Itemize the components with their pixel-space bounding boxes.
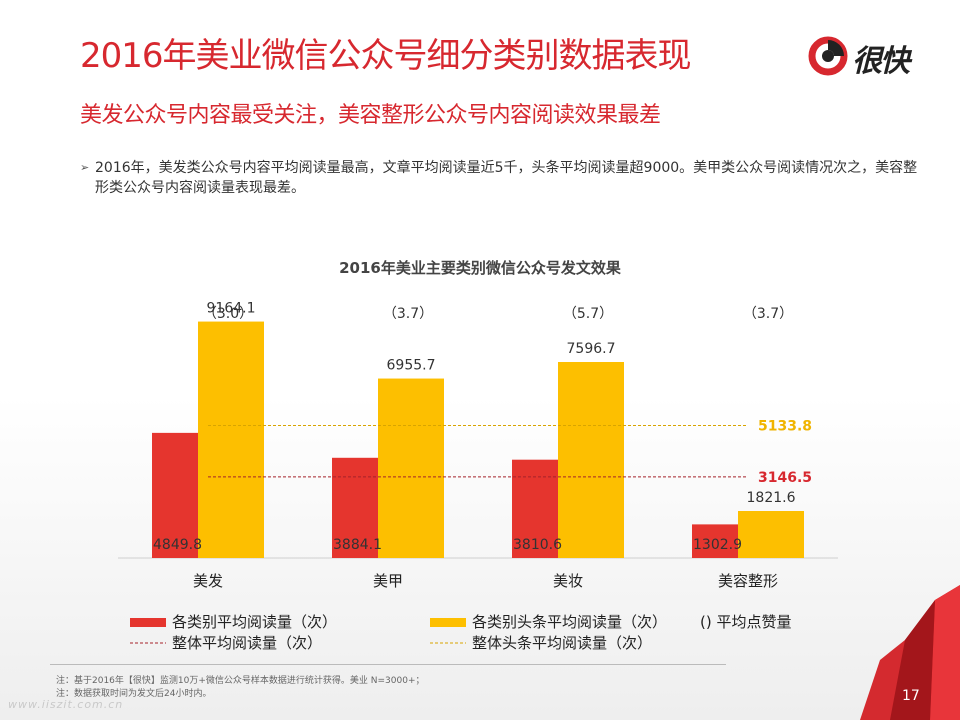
likes-label-3: （3.7） bbox=[743, 306, 793, 322]
bar-headline-3 bbox=[738, 511, 804, 558]
bar-headline-label-0: 9164.1 bbox=[207, 301, 256, 317]
watermark: www.iiszit.com.cn bbox=[8, 698, 124, 711]
logo-icon bbox=[808, 36, 848, 76]
legend-swatch-avg bbox=[130, 618, 166, 627]
bar-avg-3 bbox=[692, 524, 738, 558]
legend-label-overall-headline: 整体头条平均阅读量（次） bbox=[472, 634, 652, 652]
page-subtitle: 美发公众号内容最受关注，美容整形公众号内容阅读效果最差 bbox=[80, 103, 661, 128]
reference-label-1: 5133.8 bbox=[758, 419, 812, 435]
bar-headline-label-2: 7596.7 bbox=[567, 341, 616, 357]
footnote-1: 注：基于2016年【很快】监测10万+微信公众号样本数据进行统计获得。美业 N=… bbox=[56, 676, 425, 686]
chart-title: 2016年美业主要类别微信公众号发文效果 bbox=[339, 259, 622, 277]
footnote-2: 注：数据获取时间为发文后24小时内。 bbox=[56, 689, 212, 699]
legend-label-avg: 各类别平均阅读量（次） bbox=[172, 613, 337, 631]
category-label-2: 美妆 bbox=[553, 572, 583, 590]
bar-avg-label-2: 3810.6 bbox=[513, 537, 562, 553]
legend-swatch-headline bbox=[430, 618, 466, 627]
bar-avg-label-1: 3884.1 bbox=[333, 537, 382, 553]
logo-text: 很快 bbox=[852, 44, 910, 79]
page-number: 17 bbox=[902, 688, 920, 704]
bar-avg-label-3: 1302.9 bbox=[693, 537, 742, 553]
legend-label-likes: () 平均点赞量 bbox=[700, 613, 791, 631]
bar-headline-1 bbox=[378, 378, 444, 558]
likes-label-1: （3.7） bbox=[383, 306, 433, 322]
bar-avg-0 bbox=[152, 432, 198, 558]
category-label-1: 美甲 bbox=[373, 572, 403, 590]
legend-label-headline: 各类别头条平均阅读量（次） bbox=[472, 613, 667, 631]
bullet-arrow-icon: ➢ bbox=[80, 161, 90, 174]
likes-label-2: （5.7） bbox=[563, 306, 613, 322]
summary-text: 2016年，美发类公众号内容平均阅读量最高，文章平均阅读量近5千，头条平均阅读量… bbox=[95, 160, 918, 196]
legend-label-overall-avg: 整体平均阅读量（次） bbox=[172, 634, 322, 652]
category-label-0: 美发 bbox=[193, 572, 223, 590]
bar-avg-2 bbox=[512, 459, 558, 558]
category-label-3: 美容整形 bbox=[718, 572, 778, 590]
reference-label-0: 3146.5 bbox=[758, 470, 812, 486]
bar-headline-label-1: 6955.7 bbox=[387, 358, 436, 374]
summary-bullet: ➢ 2016年，美发类公众号内容平均阅读量最高，文章平均阅读量近5千，头条平均阅… bbox=[80, 158, 925, 198]
page-title: 2016年美业微信公众号细分类别数据表现 bbox=[80, 36, 692, 76]
bar-headline-label-3: 1821.6 bbox=[747, 490, 796, 506]
bar-avg-label-0: 4849.8 bbox=[153, 537, 202, 553]
footnote-divider bbox=[50, 664, 726, 665]
bar-headline-2 bbox=[558, 362, 624, 558]
bar-avg-1 bbox=[332, 457, 378, 558]
likes-label-0: （3.0） bbox=[203, 306, 253, 322]
bar-headline-0 bbox=[198, 321, 264, 558]
